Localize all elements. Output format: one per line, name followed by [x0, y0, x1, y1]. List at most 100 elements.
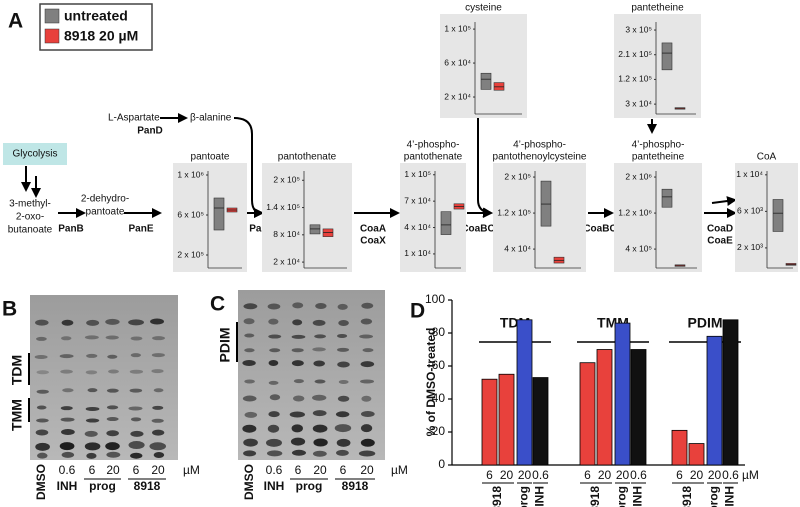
gel-spot: [242, 395, 257, 402]
enzyme-label: CoaBC: [461, 224, 494, 235]
gel-spot: [60, 406, 73, 411]
gel-spot: [244, 333, 255, 338]
dose-label: 20: [500, 468, 514, 482]
drug-label: 8918: [134, 479, 161, 493]
band-label: TDM: [9, 355, 25, 385]
gel-spot: [106, 417, 119, 422]
gel-spot: [268, 334, 282, 339]
band-label: TMM: [9, 399, 25, 431]
gel-spot: [291, 348, 304, 353]
gel-spot: [314, 379, 326, 384]
bar: [481, 378, 498, 466]
gel-spot: [60, 417, 75, 422]
gel-spot: [312, 394, 327, 401]
gel-spot: [269, 348, 281, 353]
gel-spot: [290, 437, 306, 446]
gel-spot: [85, 418, 100, 423]
gel-spot: [36, 336, 47, 341]
group-label: PDIM: [688, 315, 723, 331]
gel-spot: [293, 379, 304, 384]
gel-spot: [106, 388, 119, 393]
gel-spot: [152, 336, 166, 341]
gel-spot: [130, 336, 143, 341]
gel-spot: [268, 360, 279, 367]
dose-label: 20: [690, 468, 704, 482]
gel-image: [238, 290, 385, 460]
gel-spot: [243, 318, 255, 325]
plot-title: cysteine: [465, 3, 502, 14]
plot-title: pantoate: [191, 152, 230, 163]
y-tick-label: 6 x 10⁴: [444, 57, 471, 67]
lane-label: 0.6: [59, 463, 76, 477]
gel-spot: [361, 395, 372, 402]
drug-label: 8918: [588, 486, 602, 507]
gel-spot: [337, 303, 348, 310]
gel-spot: [269, 394, 281, 401]
gel-spot: [84, 335, 99, 340]
node-label: 3-methyl-: [9, 199, 51, 210]
gel-spot: [37, 452, 48, 459]
y-tick-label: 1.2 x 10⁵: [497, 207, 531, 217]
gel-spot: [59, 354, 74, 359]
drug-label: 8918: [680, 486, 694, 507]
plot-title: pantetheine: [632, 152, 685, 163]
plot-background: [735, 163, 798, 272]
gel-spot: [129, 369, 144, 374]
gel-spot: [61, 429, 75, 436]
gel-spot: [86, 452, 97, 459]
y-tick-label: 2 x 10⁴: [273, 256, 300, 266]
gel-spot: [312, 347, 326, 352]
y-tick-label: 6 x 10³: [737, 206, 763, 216]
gel-spot: [268, 318, 279, 325]
gel-spot: [153, 451, 165, 458]
plot-background: [493, 163, 586, 272]
y-tick-label: 2 x 10³: [737, 242, 763, 252]
y-tick-label: 1.4 x 10⁵: [266, 202, 300, 212]
gel-spot: [265, 438, 282, 447]
gel-spot: [62, 388, 74, 393]
box: [661, 42, 673, 71]
bar: [498, 373, 515, 466]
gel-spot: [291, 360, 304, 367]
gel-spot: [149, 442, 167, 451]
y-tick-label: 80: [432, 325, 446, 339]
lane-label: 20: [313, 463, 327, 477]
dose-label: 6: [676, 468, 683, 482]
gel-spot: [360, 379, 375, 384]
box: [772, 199, 784, 232]
gel-spot: [338, 379, 349, 384]
plot-title: pantothenate: [278, 152, 337, 163]
gel-spot: [312, 319, 326, 326]
bar: [614, 322, 631, 466]
gel-spot: [151, 353, 165, 358]
y-tick-label: 40: [432, 391, 446, 405]
enzyme-label: CoaX: [360, 236, 386, 247]
y-tick-label: 1 x 10⁴: [736, 169, 763, 179]
unit-label: µM: [183, 463, 200, 477]
enzyme-label: PanE: [128, 224, 153, 235]
gel-spot: [292, 395, 305, 402]
box: [480, 72, 492, 90]
y-tick-label: 0: [438, 457, 445, 471]
unit-label: µM: [742, 468, 759, 482]
y-axis-label: % of DMSO-treated: [424, 328, 438, 437]
gel-spot: [337, 361, 350, 368]
y-tick-label: 1 x 10⁵: [404, 169, 431, 179]
gel-spot: [334, 424, 352, 433]
y-tick-label: 3 x 10⁴: [625, 98, 652, 108]
gel-spot: [130, 353, 142, 358]
gel-spot: [359, 334, 374, 339]
box: [440, 211, 452, 235]
node-label: β-alanine: [190, 113, 232, 124]
bar: [579, 362, 596, 466]
plot-background: [440, 14, 527, 118]
plot-title: 4’-phospho-: [513, 140, 566, 151]
drug-label: prog: [296, 479, 323, 493]
legend-swatch: [44, 8, 60, 24]
y-tick-label: 6 x 10⁵: [177, 209, 204, 219]
gel-spot: [242, 360, 256, 367]
gel-spot: [313, 360, 325, 367]
gel-spot: [292, 319, 303, 326]
gel-spot: [36, 405, 47, 410]
gel-spot: [128, 406, 143, 411]
